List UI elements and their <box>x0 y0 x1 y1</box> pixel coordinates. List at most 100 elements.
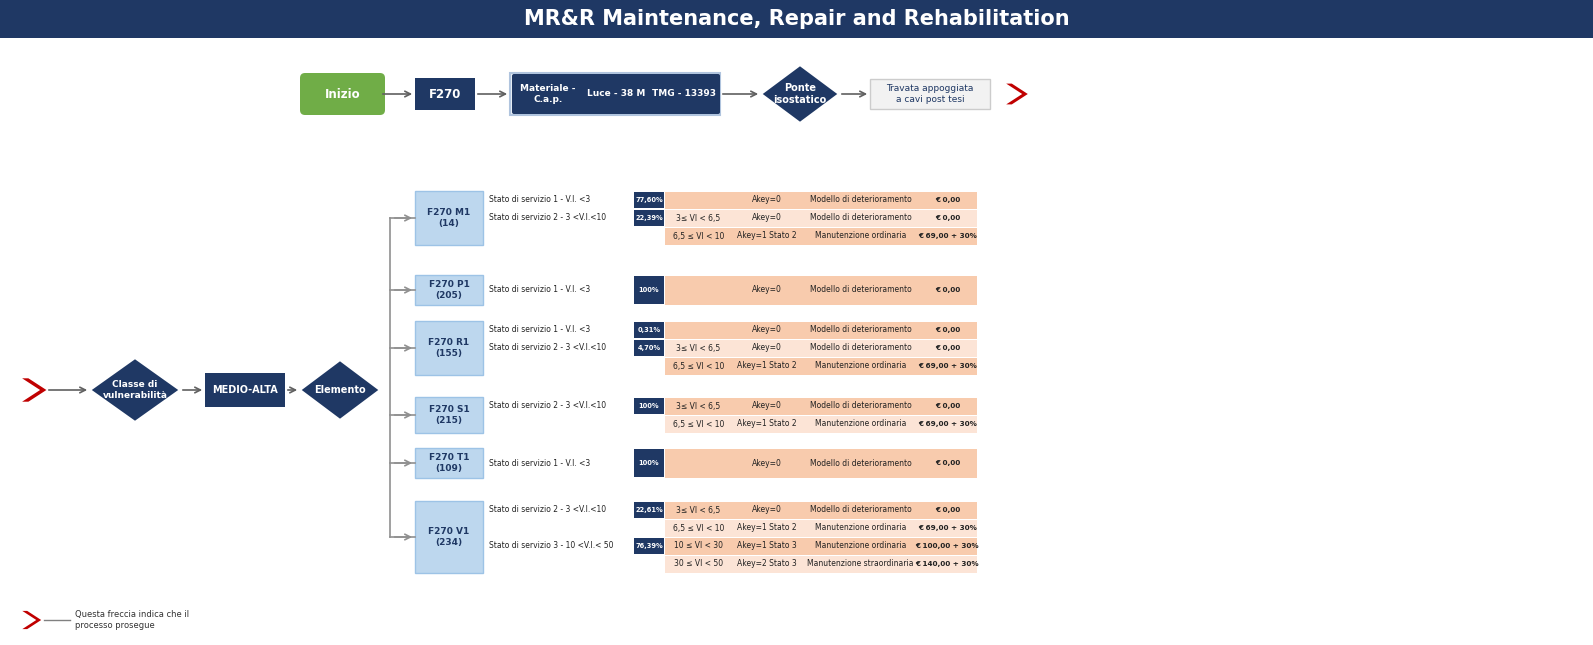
Bar <box>634 538 664 554</box>
Text: Materiale -
C.a.p.: Materiale - C.a.p. <box>519 84 575 104</box>
Text: Akey=1 Stato 2: Akey=1 Stato 2 <box>738 419 796 428</box>
Text: Stato di servizio 2 - 3 <V.I.<10: Stato di servizio 2 - 3 <V.I.<10 <box>489 401 605 410</box>
Text: Manutenzione ordinaria: Manutenzione ordinaria <box>814 361 906 370</box>
Text: € 69,00 + 30%: € 69,00 + 30% <box>918 525 977 531</box>
Bar <box>664 448 977 477</box>
Text: Modello di deterioramento: Modello di deterioramento <box>809 506 911 515</box>
Text: 100%: 100% <box>639 287 660 293</box>
Text: € 0,00: € 0,00 <box>935 345 961 351</box>
Text: 30 ≤ VI < 50: 30 ≤ VI < 50 <box>674 559 723 568</box>
Text: 3≤ VI < 6,5: 3≤ VI < 6,5 <box>677 506 720 515</box>
Bar <box>634 340 664 356</box>
Text: Manutenzione straordinaria: Manutenzione straordinaria <box>808 559 914 568</box>
Bar <box>0 0 1593 38</box>
Bar <box>634 502 664 518</box>
Bar <box>664 415 977 433</box>
Text: 10 ≤ VI < 30: 10 ≤ VI < 30 <box>674 542 723 550</box>
Text: Akey=0: Akey=0 <box>752 459 782 468</box>
Bar <box>634 449 664 477</box>
Text: € 140,00 + 30%: € 140,00 + 30% <box>916 561 980 567</box>
Text: Akey=1 Stato 2: Akey=1 Stato 2 <box>738 361 796 370</box>
Text: Modello di deterioramento: Modello di deterioramento <box>809 401 911 410</box>
Text: € 0,00: € 0,00 <box>935 287 961 293</box>
Text: Stato di servizio 1 - V.I. <3: Stato di servizio 1 - V.I. <3 <box>489 459 591 468</box>
Text: Akey=0: Akey=0 <box>752 344 782 353</box>
Bar <box>664 397 977 415</box>
FancyBboxPatch shape <box>648 74 720 114</box>
Text: 22,61%: 22,61% <box>636 507 663 513</box>
Text: Stato di servizio 1 - V.I. <3: Stato di servizio 1 - V.I. <3 <box>489 326 591 335</box>
Text: Modello di deterioramento: Modello di deterioramento <box>809 213 911 223</box>
Text: TMG - 13393: TMG - 13393 <box>652 90 717 99</box>
Text: Stato di servizio 2 - 3 <V.I.<10: Stato di servizio 2 - 3 <V.I.<10 <box>489 506 605 515</box>
Text: F270 V1
(234): F270 V1 (234) <box>429 528 470 547</box>
Bar <box>634 276 664 304</box>
Bar <box>634 398 664 414</box>
Text: F270 S1
(215): F270 S1 (215) <box>429 405 470 424</box>
Text: € 0,00: € 0,00 <box>935 507 961 513</box>
Text: Akey=1 Stato 3: Akey=1 Stato 3 <box>738 542 796 550</box>
Text: Luce - 38 M: Luce - 38 M <box>586 90 645 99</box>
Text: Manutenzione ordinaria: Manutenzione ordinaria <box>814 232 906 241</box>
Text: 0,31%: 0,31% <box>637 327 661 333</box>
Text: 4,70%: 4,70% <box>637 345 661 351</box>
Text: 100%: 100% <box>639 403 660 409</box>
Text: € 0,00: € 0,00 <box>935 215 961 221</box>
Text: Akey=1 Stato 2: Akey=1 Stato 2 <box>738 232 796 241</box>
Text: F270 P1
(205): F270 P1 (205) <box>429 281 470 300</box>
Bar <box>664 537 977 555</box>
Text: Akey=2 Stato 3: Akey=2 Stato 3 <box>738 559 796 568</box>
Text: F270 R1
(155): F270 R1 (155) <box>429 338 470 358</box>
Bar <box>664 339 977 357</box>
Text: F270 T1
(109): F270 T1 (109) <box>429 453 470 473</box>
Text: Manutenzione ordinaria: Manutenzione ordinaria <box>814 542 906 550</box>
Bar <box>416 275 483 305</box>
Bar <box>664 555 977 573</box>
Text: € 100,00 + 30%: € 100,00 + 30% <box>916 543 980 549</box>
Text: Manutenzione ordinaria: Manutenzione ordinaria <box>814 524 906 533</box>
Text: Modello di deterioramento: Modello di deterioramento <box>809 286 911 295</box>
Text: € 0,00: € 0,00 <box>935 197 961 203</box>
Bar <box>634 192 664 208</box>
Text: Stato di servizio 1 - V.I. <3: Stato di servizio 1 - V.I. <3 <box>489 286 591 295</box>
Bar <box>205 373 285 407</box>
Text: € 0,00: € 0,00 <box>935 460 961 466</box>
Bar <box>416 501 483 573</box>
Text: 77,60%: 77,60% <box>636 197 663 203</box>
Text: Manutenzione ordinaria: Manutenzione ordinaria <box>814 419 906 428</box>
Bar <box>416 321 483 375</box>
Text: 6,5 ≤ VI < 10: 6,5 ≤ VI < 10 <box>672 232 725 241</box>
Polygon shape <box>89 358 180 422</box>
Text: Modello di deterioramento: Modello di deterioramento <box>809 344 911 353</box>
Bar <box>664 519 977 537</box>
FancyBboxPatch shape <box>299 73 386 115</box>
Text: Modello di deterioramento: Modello di deterioramento <box>809 459 911 468</box>
Text: Stato di servizio 3 - 10 <V.I.< 50: Stato di servizio 3 - 10 <V.I.< 50 <box>489 542 613 550</box>
Text: Ponte
isostatico: Ponte isostatico <box>773 83 827 104</box>
Text: Modello di deterioramento: Modello di deterioramento <box>809 326 911 335</box>
Text: Akey=0: Akey=0 <box>752 286 782 295</box>
Text: € 0,00: € 0,00 <box>935 327 961 333</box>
Text: € 69,00 + 30%: € 69,00 + 30% <box>918 363 977 369</box>
Bar <box>664 357 977 375</box>
Text: Inizio: Inizio <box>325 88 360 101</box>
Text: 6,5 ≤ VI < 10: 6,5 ≤ VI < 10 <box>672 524 725 533</box>
Bar <box>416 448 483 478</box>
Bar <box>510 73 720 115</box>
Text: Elemento: Elemento <box>314 385 366 395</box>
Text: 76,39%: 76,39% <box>636 543 663 549</box>
Text: 6,5 ≤ VI < 10: 6,5 ≤ VI < 10 <box>672 419 725 428</box>
Bar <box>634 210 664 226</box>
Text: Modello di deterioramento: Modello di deterioramento <box>809 195 911 204</box>
Text: F270: F270 <box>429 88 462 101</box>
Text: MEDIO-ALTA: MEDIO-ALTA <box>212 385 277 395</box>
Text: 100%: 100% <box>639 460 660 466</box>
Text: 3≤ VI < 6,5: 3≤ VI < 6,5 <box>677 401 720 410</box>
Text: Akey=1 Stato 2: Akey=1 Stato 2 <box>738 524 796 533</box>
Bar <box>664 228 977 244</box>
Text: Akey=0: Akey=0 <box>752 326 782 335</box>
Text: € 69,00 + 30%: € 69,00 + 30% <box>918 233 977 239</box>
Bar <box>870 79 989 109</box>
Polygon shape <box>1007 84 1027 104</box>
Text: F270 M1
(14): F270 M1 (14) <box>427 208 470 228</box>
